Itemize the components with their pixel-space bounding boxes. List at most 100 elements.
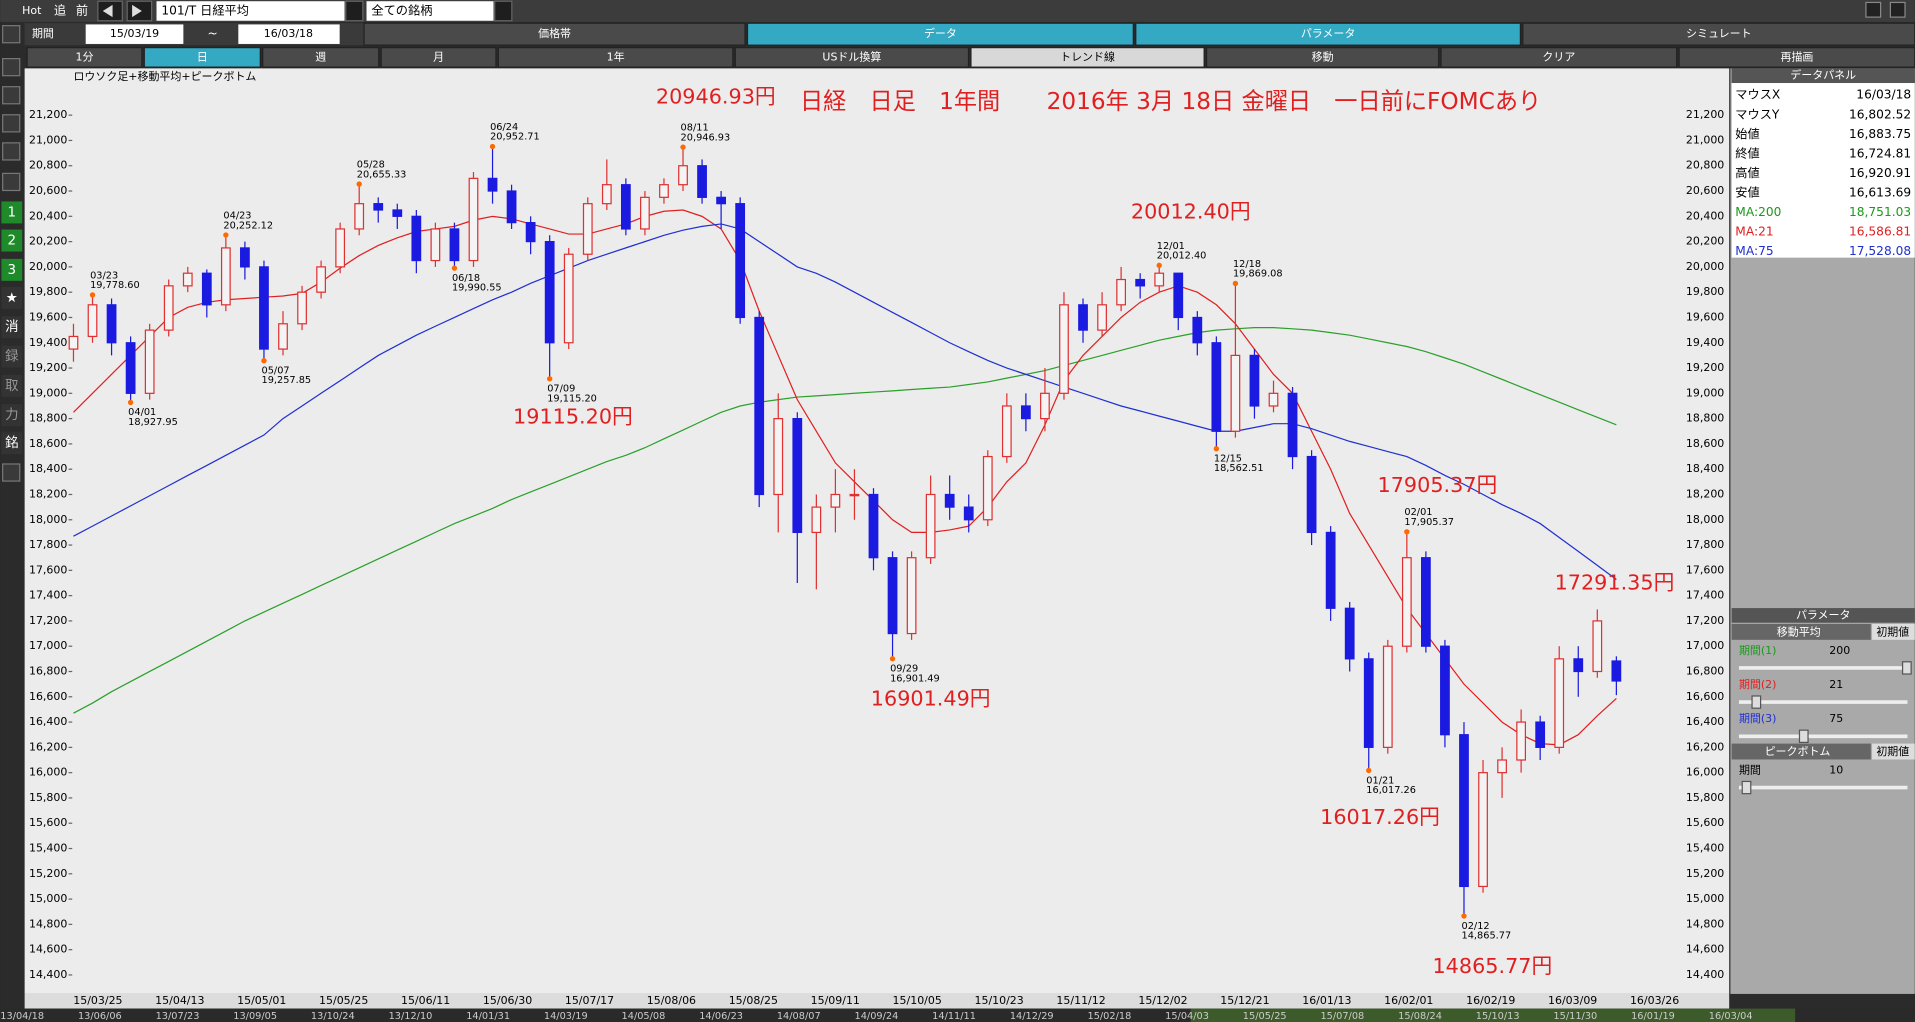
peak-value: 18,927.95 xyxy=(128,417,178,428)
hot-button[interactable]: Hot xyxy=(22,4,42,17)
tool-button[interactable] xyxy=(1,229,23,252)
candle-body xyxy=(106,304,117,344)
peak-dot xyxy=(451,265,458,271)
tool-icon[interactable] xyxy=(2,57,21,77)
x-tick-label: 15/05/01 xyxy=(237,994,286,1007)
prev-button[interactable]: 前 xyxy=(76,2,88,17)
tool-button[interactable] xyxy=(1,404,23,427)
tool-button[interactable] xyxy=(1,345,23,368)
param-label: 期間 xyxy=(1739,763,1761,776)
period-button[interactable] xyxy=(380,47,497,68)
candle-body xyxy=(620,184,631,230)
period-button[interactable] xyxy=(1440,47,1678,68)
slider-thumb[interactable] xyxy=(1741,780,1752,795)
peak-dot xyxy=(89,292,96,298)
tool-button[interactable] xyxy=(1,432,23,455)
candle-body xyxy=(525,222,536,243)
y-tick-label-right: 18,600 xyxy=(1686,437,1724,450)
data-value: 16/03/18 xyxy=(1856,88,1911,102)
minimize-button[interactable] xyxy=(1865,1,1882,18)
y-tick-label-right: 21,200 xyxy=(1686,108,1724,121)
y-tick-label: 14,800 xyxy=(29,917,67,930)
tool-button[interactable] xyxy=(1,316,23,339)
overview-date: 13/12/10 xyxy=(389,1011,433,1022)
peak-date: 02/01 xyxy=(1404,507,1432,518)
tool-icon[interactable] xyxy=(2,86,21,105)
tool-button[interactable] xyxy=(1,258,23,281)
tool-icon[interactable] xyxy=(2,114,21,133)
reset-button[interactable] xyxy=(1872,623,1915,640)
candle-body xyxy=(68,335,79,350)
param-value: 10 xyxy=(1829,763,1843,776)
candle-body xyxy=(963,506,974,521)
peak-value: 19,115.20 xyxy=(547,393,597,404)
overview-date: 14/08/07 xyxy=(777,1011,821,1022)
peak-reset-button[interactable] xyxy=(1872,743,1915,760)
candle-body xyxy=(430,228,441,262)
x-tick-label: 15/10/23 xyxy=(975,994,1024,1007)
peak-date: 04/23 xyxy=(223,210,251,221)
y-tick-label: 14,400 xyxy=(29,968,67,981)
symbol-dropdown[interactable] xyxy=(345,0,364,22)
follow-button[interactable]: 追 xyxy=(54,2,66,17)
candle-body xyxy=(1535,721,1546,748)
tool-icon[interactable] xyxy=(2,142,21,161)
slider-thumb[interactable] xyxy=(1901,661,1912,675)
param-label: 期間(3) xyxy=(1739,712,1776,725)
candle-body xyxy=(125,342,136,394)
candle-body xyxy=(887,557,898,635)
tool-icon[interactable] xyxy=(2,463,21,482)
tool-button[interactable] xyxy=(1,201,23,224)
data-value: 16,724.81 xyxy=(1849,146,1911,160)
ma-header xyxy=(1731,623,1871,640)
tool-icon[interactable] xyxy=(2,172,21,192)
peak-value: 19,990.55 xyxy=(452,283,502,294)
data-value: 17,528.08 xyxy=(1849,244,1911,258)
peak-dot xyxy=(489,143,496,150)
y-tick-label: 18,800 xyxy=(29,412,67,425)
period-button[interactable] xyxy=(970,47,1205,68)
tool-button[interactable] xyxy=(1,374,23,397)
peak-date: 02/12 xyxy=(1462,921,1490,932)
to-field[interactable] xyxy=(238,24,340,44)
period-button[interactable] xyxy=(26,47,143,68)
period-button[interactable] xyxy=(262,47,380,68)
candle-body xyxy=(1306,455,1317,534)
period-button[interactable] xyxy=(497,47,734,68)
tab[interactable] xyxy=(746,22,1134,46)
y-tick-label: 21,200 xyxy=(29,108,67,121)
candle-body xyxy=(335,228,346,268)
overview-date: 15/05/25 xyxy=(1243,1011,1287,1022)
symbol-field[interactable] xyxy=(156,1,345,21)
period-button[interactable] xyxy=(1205,47,1440,68)
candle-body xyxy=(1611,660,1622,682)
y-tick-label: 16,600 xyxy=(29,690,67,703)
x-tick-label: 15/04/13 xyxy=(155,994,204,1007)
candle-body xyxy=(849,493,860,497)
filter-dropdown[interactable] xyxy=(494,0,513,22)
peak-date: 06/24 xyxy=(490,122,518,133)
data-panel-title: データパネル xyxy=(1790,68,1856,82)
data-label: 安値 xyxy=(1735,184,1759,199)
filter-field[interactable] xyxy=(366,1,494,21)
tab[interactable] xyxy=(1135,22,1522,46)
data-value: 16,920.91 xyxy=(1849,166,1911,180)
candle-body xyxy=(1059,304,1069,394)
from-field[interactable] xyxy=(85,24,184,44)
period-button[interactable] xyxy=(734,47,970,68)
slider-thumb[interactable] xyxy=(1798,729,1809,743)
candle-body xyxy=(1249,354,1260,407)
from-text: 15/03/19 xyxy=(110,27,159,40)
tab[interactable] xyxy=(363,22,746,46)
overview-date: 13/04/18 xyxy=(0,1011,44,1022)
y-tick-label: 17,200 xyxy=(29,614,67,627)
x-tick-label: 15/03/25 xyxy=(73,994,122,1007)
tool-button[interactable] xyxy=(1,286,23,309)
param-value: 21 xyxy=(1829,678,1843,691)
tool-label: ★ xyxy=(6,291,18,306)
slider-thumb[interactable] xyxy=(1751,695,1762,709)
close-button[interactable] xyxy=(1889,1,1906,18)
period-button[interactable] xyxy=(143,47,261,68)
peak-value: 20,012.40 xyxy=(1157,251,1207,262)
tool-icon[interactable] xyxy=(2,25,21,44)
